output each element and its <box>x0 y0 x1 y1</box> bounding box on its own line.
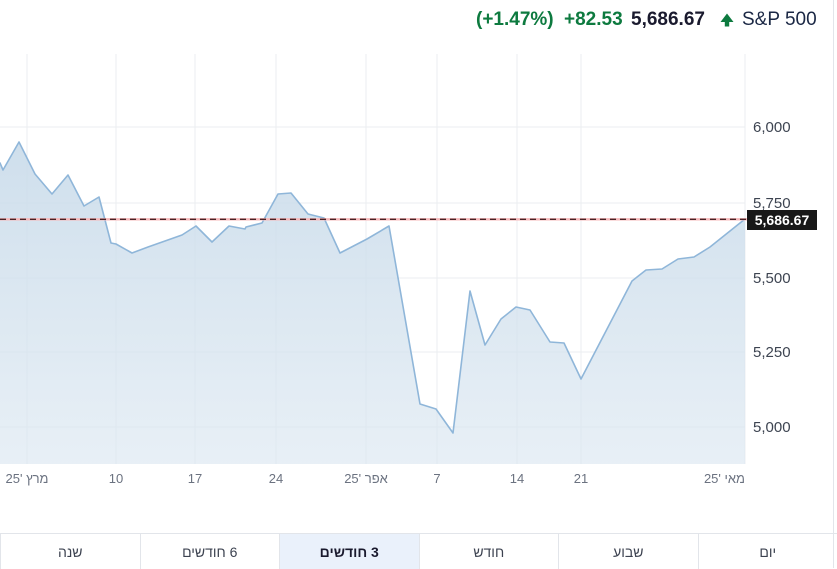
svg-text:10: 10 <box>109 471 123 486</box>
svg-text:6,000: 6,000 <box>753 119 791 136</box>
svg-text:17: 17 <box>188 471 202 486</box>
svg-text:24: 24 <box>269 471 283 486</box>
svg-text:14: 14 <box>510 471 524 486</box>
svg-text:5,000: 5,000 <box>753 419 791 436</box>
svg-text:5,500: 5,500 <box>753 270 791 287</box>
svg-text:21: 21 <box>574 471 588 486</box>
svg-text:25' מרץ: 25' מרץ <box>6 471 49 486</box>
svg-text:5,250: 5,250 <box>753 344 791 361</box>
svg-text:7: 7 <box>433 471 440 486</box>
svg-text:25' אפר: 25' אפר <box>344 471 388 486</box>
svg-text:25' מאי: 25' מאי <box>704 471 745 486</box>
